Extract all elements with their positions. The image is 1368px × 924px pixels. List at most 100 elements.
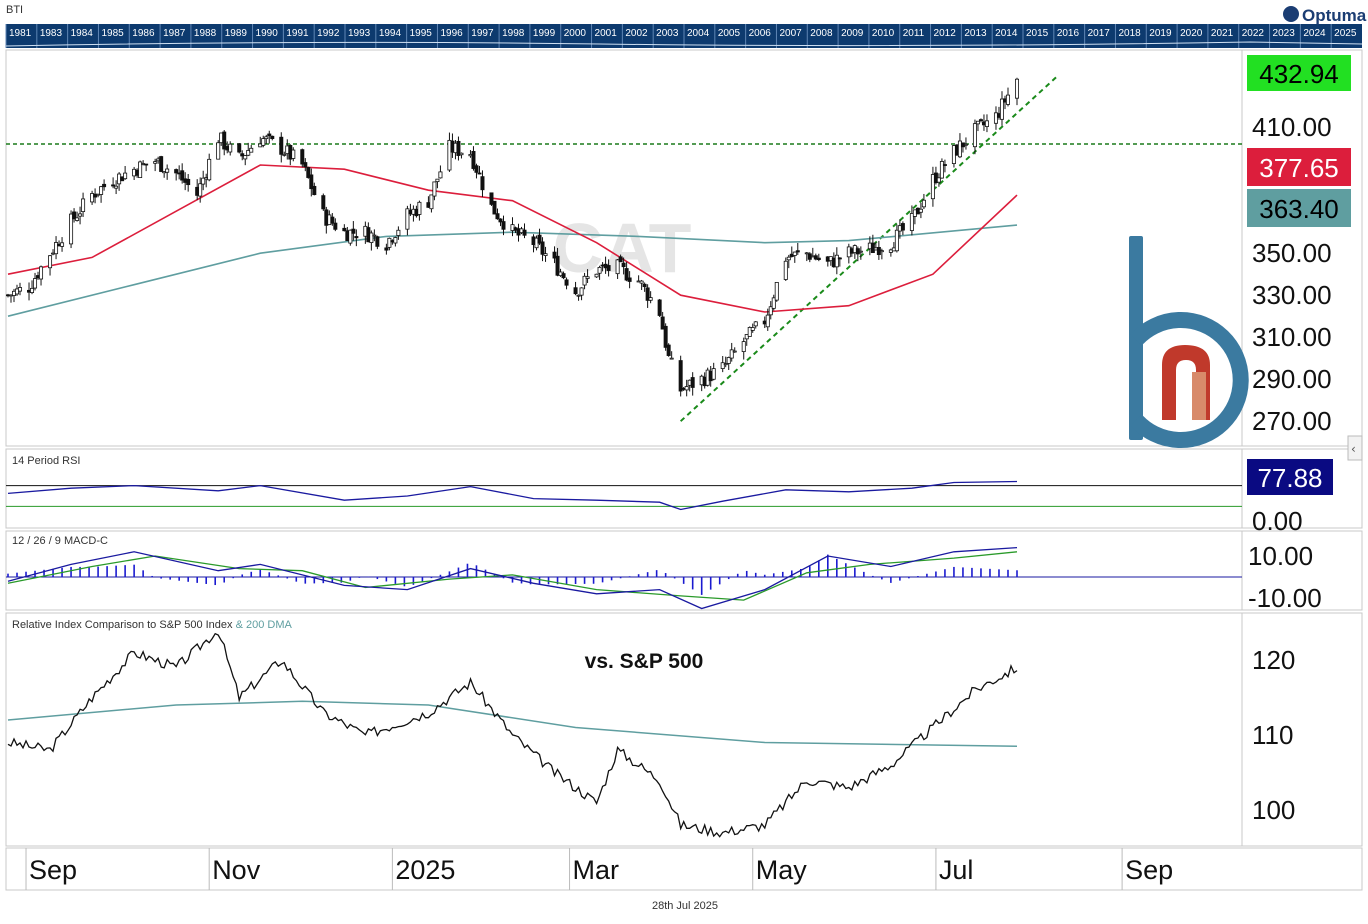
- candle-body: [261, 138, 266, 146]
- candle-body: [30, 287, 35, 293]
- candle-body: [1015, 78, 1020, 99]
- candle: [729, 342, 734, 362]
- candle: [963, 137, 968, 150]
- brand-logo: [1129, 236, 1249, 448]
- candle-body: [243, 155, 248, 160]
- candle-body: [684, 386, 689, 391]
- timeline-year-label: 1987: [163, 28, 186, 39]
- candle-body: [648, 297, 653, 301]
- timeline-year-label: 1989: [225, 28, 248, 39]
- candle-body: [930, 174, 935, 200]
- candle-body: [543, 253, 548, 256]
- relative-panel[interactable]: [7, 632, 1018, 838]
- ma200-value: 363.40: [1259, 194, 1339, 224]
- candle-body: [102, 183, 107, 188]
- candle: [159, 155, 164, 173]
- candle-body: [321, 195, 326, 210]
- candle-body: [660, 316, 665, 330]
- relative-200dma-line: [7, 700, 1018, 748]
- candle-body: [564, 279, 569, 286]
- candle: [264, 134, 269, 144]
- candle: [690, 372, 695, 396]
- rsi-panel[interactable]: [6, 480, 1242, 511]
- candle: [291, 147, 296, 162]
- candle-body: [216, 142, 221, 160]
- candle: [75, 211, 80, 222]
- candle-body: [984, 120, 989, 127]
- candle-body: [579, 287, 584, 296]
- candle-body: [432, 181, 437, 197]
- candle: [606, 259, 611, 277]
- rsi-tick-label: 0.00: [1252, 506, 1303, 536]
- candle-body: [267, 133, 272, 137]
- candle-body: [111, 184, 116, 187]
- timeline-year-label: 1984: [71, 28, 94, 39]
- candle: [564, 277, 569, 290]
- candle-body: [747, 327, 752, 337]
- candle: [279, 132, 284, 163]
- candle: [684, 379, 689, 397]
- relative-title-main: Relative Index Comparison to S&P 500 Ind…: [12, 619, 233, 631]
- candle-body: [207, 158, 212, 181]
- candle: [939, 158, 944, 179]
- candle-body: [348, 229, 353, 244]
- candle: [69, 210, 74, 249]
- candle: [351, 221, 356, 241]
- candle: [435, 178, 440, 189]
- candle-body: [138, 161, 143, 179]
- candle-body: [879, 250, 884, 253]
- candle-body: [594, 273, 599, 278]
- candle-body: [936, 177, 941, 183]
- candle-body: [228, 143, 233, 153]
- candle-body: [669, 357, 674, 360]
- candle: [732, 347, 737, 353]
- candle-body: [501, 221, 506, 230]
- candle-body: [354, 236, 359, 239]
- candle: [921, 193, 926, 210]
- candle: [321, 193, 326, 211]
- candle-body: [783, 260, 788, 280]
- symbol-watermark: CAT: [553, 209, 692, 287]
- candle: [753, 321, 758, 329]
- timeline-year-label: 1998: [502, 28, 525, 39]
- timeline-year-label: 2010: [872, 28, 895, 39]
- candle-body: [201, 177, 206, 185]
- candle-body: [429, 194, 434, 210]
- date-axis-label: Jul: [939, 855, 974, 885]
- chevron-left-icon: ‹: [1351, 442, 1356, 456]
- candle-body: [393, 237, 398, 244]
- macd-panel[interactable]: [6, 546, 1242, 610]
- candle-body: [306, 167, 311, 178]
- timeline-year-label: 2007: [779, 28, 802, 39]
- rsi-value: 77.88: [1257, 463, 1322, 493]
- candle-body: [816, 257, 821, 260]
- candle-body: [999, 98, 1004, 120]
- candle-body: [522, 229, 527, 236]
- optuma-logo[interactable]: Optuma: [1283, 6, 1367, 25]
- price-tick-label: 270.00: [1252, 406, 1332, 436]
- candle-body: [351, 228, 356, 234]
- candle-body: [72, 211, 77, 220]
- macd-signal-line: [7, 551, 1018, 601]
- price-panel[interactable]: [6, 76, 1242, 422]
- candle: [537, 228, 542, 245]
- candle: [501, 215, 506, 236]
- price-tick-label: 310.00: [1252, 322, 1332, 352]
- price-tick-label: 350.00: [1252, 238, 1332, 268]
- candle-body: [978, 119, 983, 122]
- candle-body: [813, 255, 818, 260]
- candle-body: [474, 165, 479, 173]
- candle-body: [459, 152, 464, 156]
- candle-body: [663, 325, 668, 348]
- candle-body: [837, 257, 842, 260]
- timeline-year-label: 1997: [471, 28, 494, 39]
- candle: [936, 173, 941, 187]
- candle: [615, 259, 620, 280]
- scroll-right-button[interactable]: ‹: [1347, 435, 1363, 461]
- candle-body: [894, 229, 899, 252]
- candle-body: [282, 153, 287, 156]
- candle: [663, 323, 668, 351]
- candle-body: [573, 287, 578, 295]
- timeline-year-label: 2017: [1088, 28, 1111, 39]
- last-price-badge: 432.94: [1247, 55, 1351, 91]
